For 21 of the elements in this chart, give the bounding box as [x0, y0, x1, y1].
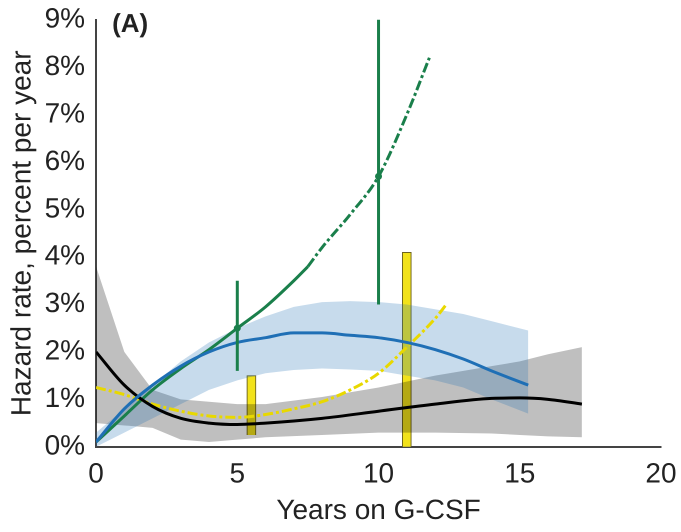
x-tick-label: 5	[230, 457, 246, 488]
y-tick-label: 9%	[44, 2, 86, 34]
y-tick-label: 3%	[44, 287, 86, 318]
line-series	[96, 350, 584, 426]
x-tick-label: 10	[362, 457, 394, 488]
y-tick-label: 7%	[44, 97, 86, 128]
line-series	[96, 302, 448, 419]
y-tick-label: 8%	[44, 50, 86, 81]
line-series	[96, 331, 530, 444]
chart-title: (A)	[112, 8, 148, 38]
y-tick-label: 0%	[44, 430, 86, 461]
x-axis-title: Years on G-CSF	[276, 494, 481, 525]
y-tick-label: 6%	[44, 144, 86, 176]
y-tick-label: 1%	[44, 382, 86, 414]
x-tick-label: 20	[645, 457, 677, 488]
x-tick-label: 15	[504, 457, 536, 488]
y-tick-label: 5%	[44, 192, 86, 224]
x-tick-label: 0	[88, 457, 104, 488]
y-axis-title: Hazard rate, percent per year	[6, 50, 37, 416]
y-tick-label: 4%	[44, 240, 86, 271]
y-tick-label: 2%	[44, 334, 86, 366]
